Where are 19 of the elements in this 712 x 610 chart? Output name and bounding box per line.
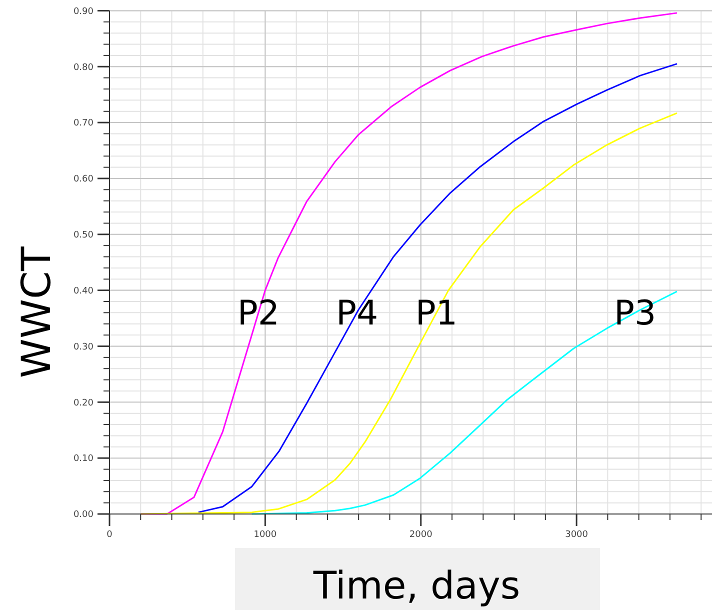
y-tick-label: 0.70 <box>73 118 94 129</box>
y-tick-label: 0.80 <box>73 62 94 73</box>
y-axis-title: WWCT <box>14 246 60 378</box>
y-tick-label: 0.20 <box>73 398 94 408</box>
line-series <box>140 12 678 515</box>
line-series <box>198 63 678 514</box>
line-series <box>140 112 678 515</box>
x-tick-label: 1000 <box>254 530 277 540</box>
y-tick-label: 0.10 <box>73 454 94 464</box>
y-tick-label: 0.60 <box>73 174 94 185</box>
y-tick-label: 0.30 <box>73 342 94 352</box>
y-tick-label: 0.90 <box>73 6 94 17</box>
x-tick-label: 3000 <box>565 530 588 540</box>
y-tick-label: 0.50 <box>73 230 94 241</box>
y-tick-label: 0.40 <box>73 286 94 296</box>
x-axis-title: Time, days <box>312 563 520 608</box>
y-tick-label: 0.00 <box>73 510 94 520</box>
x-tick-label: 0 <box>106 530 113 540</box>
x-tick-label: 2000 <box>409 530 433 540</box>
